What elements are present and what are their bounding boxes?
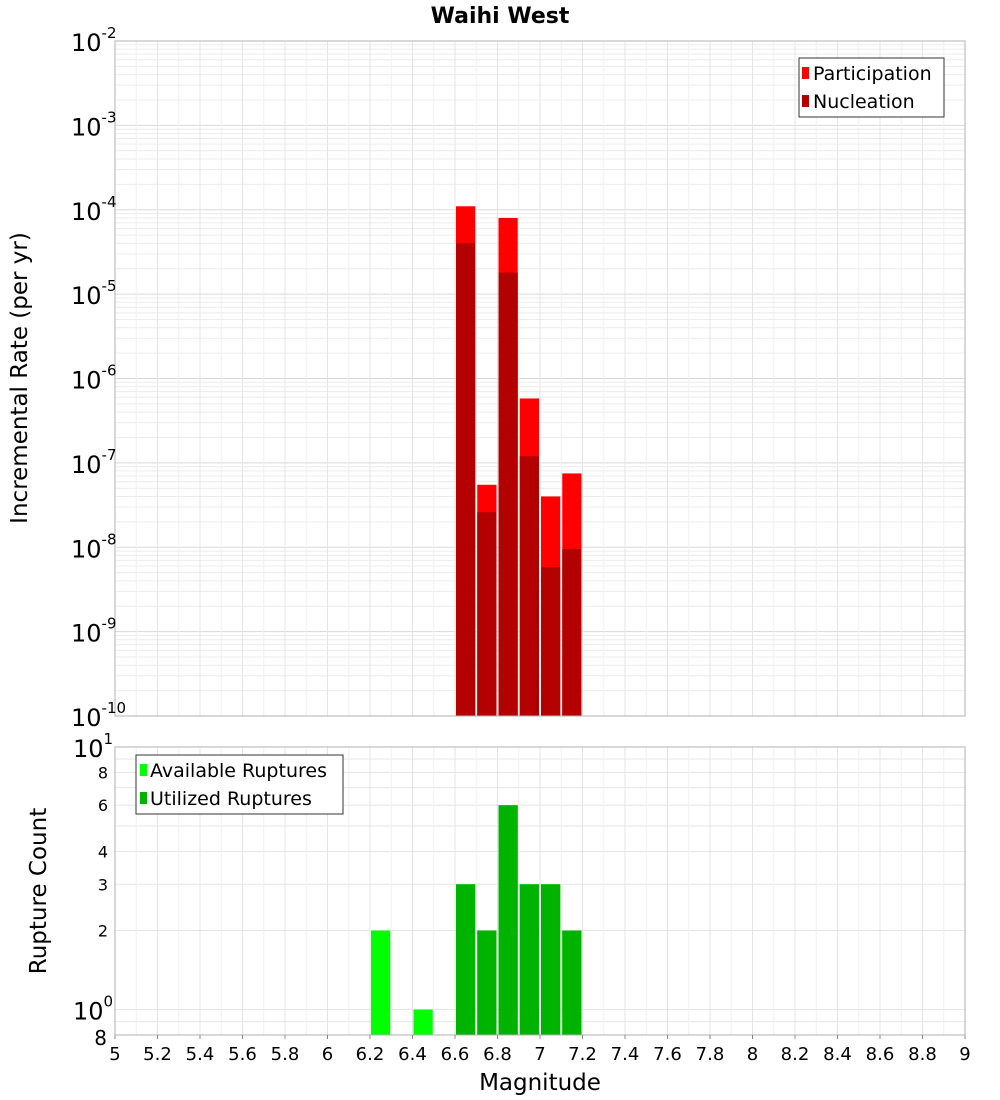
count-legend-box — [135, 754, 344, 815]
rate-y-axis-label: Incremental Rate (per yr) — [7, 232, 33, 524]
x-tick-label: 7.8 — [696, 1044, 725, 1065]
x-tick-label: 6.6 — [441, 1044, 470, 1065]
available-ruptures-bar — [371, 930, 391, 1035]
nucleation-bar — [562, 549, 582, 716]
rate-y-tick-label: 10-5 — [71, 277, 117, 310]
available-ruptures-bar — [413, 1009, 433, 1035]
count-y-tick-label: 3 — [98, 875, 108, 894]
count-y-axis-label: Rupture Count — [26, 808, 52, 974]
rate-y-tick-label: 10-4 — [71, 193, 117, 226]
utilized-ruptures-bar — [541, 884, 561, 1035]
legend-swatch-nucleation — [802, 95, 809, 107]
nucleation-bar — [519, 456, 539, 716]
legend-label-nucleation: Nucleation — [813, 91, 915, 113]
rate-y-tick-label: 10-2 — [71, 24, 117, 57]
rate-y-tick-label: 10-8 — [71, 530, 117, 563]
rate-y-tick-label: 10-9 — [71, 615, 117, 648]
nucleation-bar — [541, 567, 561, 716]
rate-panel: 10-2 10-3 10-4 10-5 10-6 10-7 10-8 10-9 10-10 In… — [7, 24, 966, 732]
x-tick-label: 9 — [959, 1044, 970, 1065]
legend-label-participation: Participation — [813, 63, 932, 85]
rate-y-ticks: 10-2 10-3 10-4 10-5 10-6 10-7 10-8 10-9 10-10 — [71, 24, 126, 732]
x-tick-label: 8.4 — [823, 1044, 852, 1065]
x-axis-label: Magnitude — [479, 1070, 601, 1096]
rate-legend: Participation Nucleation — [798, 57, 945, 118]
legend-swatch-available — [140, 764, 147, 776]
nucleation-bar — [456, 243, 476, 717]
x-tick-label: 6 — [322, 1044, 333, 1065]
rate-y-tick-label: 10-6 — [71, 362, 117, 395]
x-tick-label: 8.2 — [781, 1044, 810, 1065]
x-tick-label: 5.2 — [143, 1044, 172, 1065]
utilized-ruptures-bar — [562, 930, 582, 1035]
utilized-ruptures-bar — [477, 930, 497, 1035]
count-y-tick-label: 101 — [73, 730, 113, 763]
utilized-ruptures-bar — [498, 805, 518, 1035]
chart-title: Waihi West — [431, 4, 570, 29]
rate-y-tick-label: 10-3 — [71, 108, 117, 141]
rate-y-tick-label: 10-7 — [71, 446, 117, 479]
x-tick-label: 6.2 — [356, 1044, 385, 1065]
legend-label-utilized: Utilized Ruptures — [150, 788, 312, 810]
x-tick-label: 5 — [109, 1044, 120, 1065]
count-y-tick-label: 4 — [98, 842, 108, 861]
x-tick-label: 5.6 — [228, 1044, 257, 1065]
x-tick-label: 6.4 — [398, 1044, 427, 1065]
magnitude-x-ticks: 5 5.2 5.4 5.6 5.8 6 6.2 6.4 6.6 6.8 7 7.2 7.4 7.6 7.8 8… — [109, 1035, 971, 1065]
count-y-tick-label: 8 — [98, 763, 108, 782]
x-tick-label: 6.8 — [483, 1044, 512, 1065]
x-tick-label: 5.8 — [271, 1044, 300, 1065]
count-y-tick-label: 6 — [98, 796, 108, 815]
count-bars — [371, 805, 582, 1035]
x-tick-label: 8.8 — [908, 1044, 937, 1065]
x-tick-label: 7 — [534, 1044, 545, 1065]
count-y-tick-label: 2 — [98, 922, 108, 941]
count-legend: Available Ruptures Utilized Ruptures — [135, 754, 344, 815]
count-y-tick-label: 8 — [94, 1026, 107, 1050]
x-tick-label: 7.4 — [611, 1044, 640, 1065]
x-tick-label: 8 — [747, 1044, 758, 1065]
rate-plot-border — [114, 40, 966, 717]
x-tick-label: 5.4 — [186, 1044, 215, 1065]
legend-label-available: Available Ruptures — [150, 760, 327, 782]
utilized-ruptures-bar — [456, 884, 476, 1035]
rate-grid — [114, 41, 966, 717]
utilized-ruptures-bar — [519, 884, 539, 1035]
count-y-tick-label: 100 — [73, 993, 113, 1026]
x-tick-label: 8.6 — [866, 1044, 895, 1065]
rate-bars — [456, 206, 582, 717]
x-tick-label: 7.2 — [568, 1044, 597, 1065]
legend-swatch-participation — [802, 67, 809, 79]
nucleation-bar — [498, 272, 518, 716]
legend-swatch-utilized — [140, 792, 147, 804]
rate-y-tick-label: 10-10 — [71, 699, 126, 732]
x-tick-label: 7.6 — [653, 1044, 682, 1065]
rate-legend-box — [798, 57, 945, 118]
nucleation-bar — [477, 512, 497, 716]
